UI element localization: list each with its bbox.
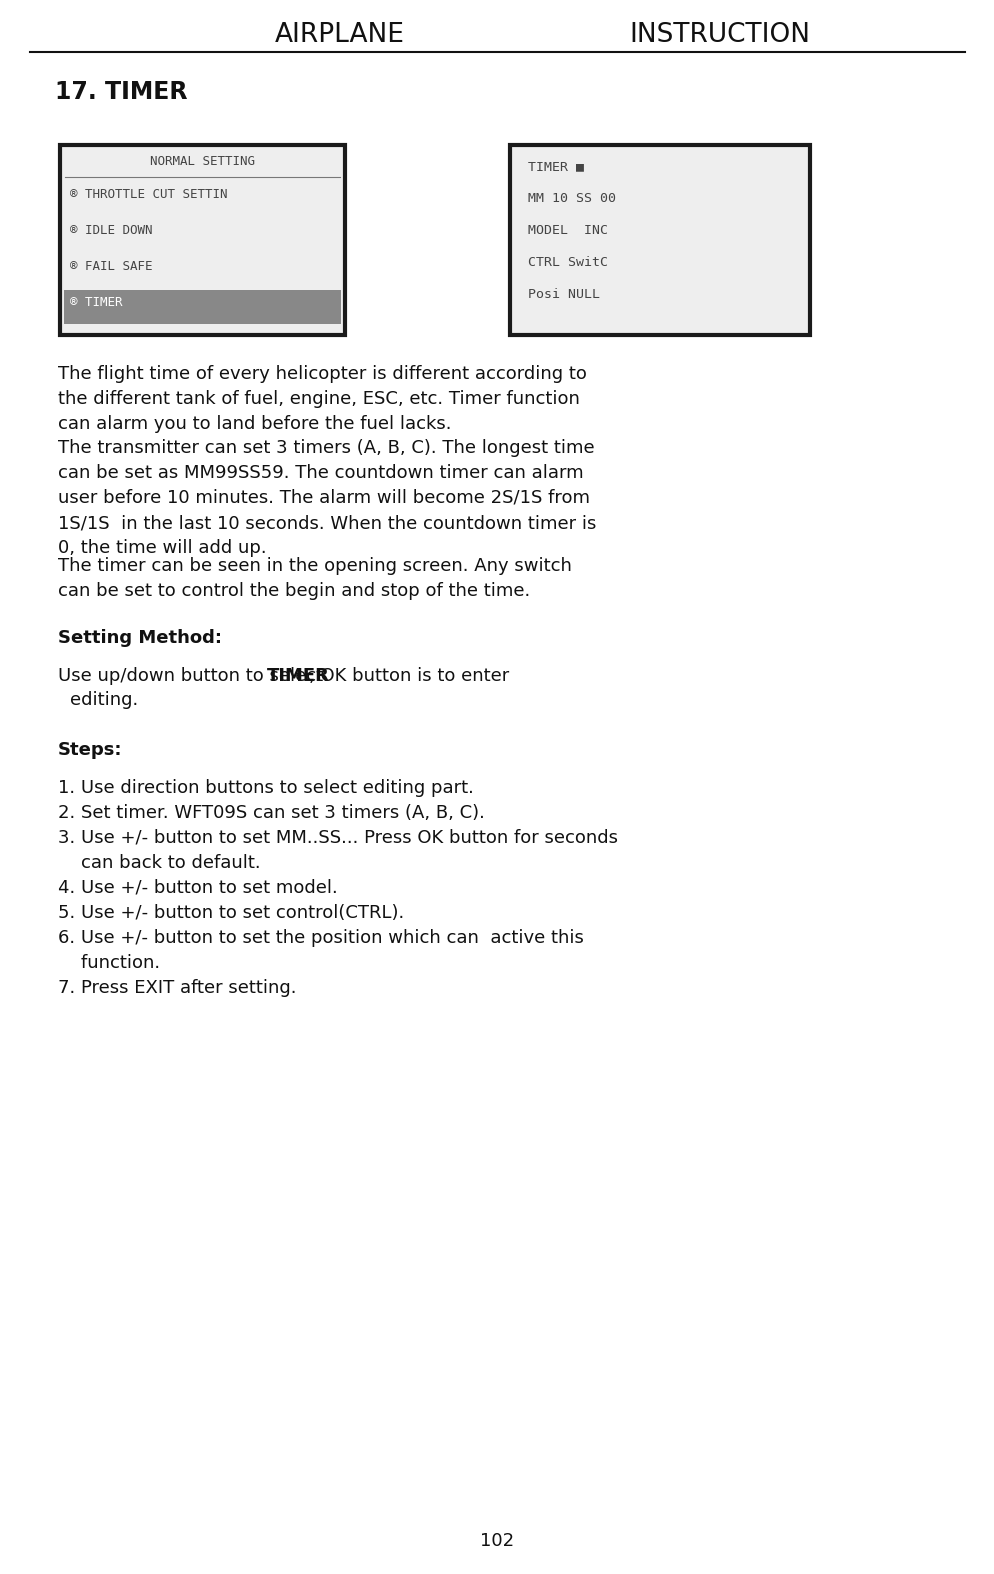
Text: 2. Set timer. WFT09S can set 3 timers (A, B, C).: 2. Set timer. WFT09S can set 3 timers (A…	[58, 804, 484, 822]
Text: ® FAIL SAFE: ® FAIL SAFE	[70, 260, 152, 272]
Text: Posi NULL: Posi NULL	[528, 288, 599, 301]
Text: 5. Use +/- button to set control(CTRL).: 5. Use +/- button to set control(CTRL).	[58, 903, 404, 922]
Text: ® TIMER: ® TIMER	[70, 296, 122, 309]
Text: INSTRUCTION: INSTRUCTION	[629, 22, 810, 47]
Text: , OK button is to enter: , OK button is to enter	[309, 667, 509, 685]
Text: ® IDLE DOWN: ® IDLE DOWN	[70, 224, 152, 238]
Text: 1. Use direction buttons to select editing part.: 1. Use direction buttons to select editi…	[58, 779, 473, 796]
Text: TIMER ■: TIMER ■	[528, 161, 583, 173]
Text: Steps:: Steps:	[58, 741, 122, 759]
Text: editing.: editing.	[70, 691, 138, 708]
Text: AIRPLANE: AIRPLANE	[274, 22, 405, 47]
Bar	[510, 145, 809, 335]
Text: 6. Use +/- button to set the position which can  active this
    function.: 6. Use +/- button to set the position wh…	[58, 929, 583, 973]
Text: The timer can be seen in the opening screen. Any switch
can be set to control th: The timer can be seen in the opening scr…	[58, 557, 572, 600]
Text: Use up/down button to select: Use up/down button to select	[58, 667, 329, 685]
Text: 17. TIMER: 17. TIMER	[55, 80, 187, 104]
Text: TIMER: TIMER	[266, 667, 329, 685]
Text: Setting Method:: Setting Method:	[58, 630, 222, 647]
Text: ® THROTTLE CUT SETTIN: ® THROTTLE CUT SETTIN	[70, 187, 228, 201]
Text: CTRL SwitC: CTRL SwitC	[528, 257, 607, 269]
Text: 7. Press EXIT after setting.: 7. Press EXIT after setting.	[58, 979, 296, 996]
Text: The flight time of every helicopter is different according to
the different tank: The flight time of every helicopter is d…	[58, 365, 586, 433]
Text: NORMAL SETTING: NORMAL SETTING	[150, 154, 254, 168]
Text: 4. Use +/- button to set model.: 4. Use +/- button to set model.	[58, 878, 337, 897]
Text: The transmitter can set 3 timers (A, B, C). The longest time
can be set as MM99S: The transmitter can set 3 timers (A, B, …	[58, 439, 595, 557]
Text: MM 10 SS 00: MM 10 SS 00	[528, 192, 615, 205]
Bar	[60, 145, 345, 335]
Bar	[64, 290, 341, 324]
Text: 102: 102	[479, 1532, 514, 1550]
Text: MODEL  INC: MODEL INC	[528, 224, 607, 238]
Text: 3. Use +/- button to set MM..SS... Press OK button for seconds
    can back to d: 3. Use +/- button to set MM..SS... Press…	[58, 829, 617, 872]
